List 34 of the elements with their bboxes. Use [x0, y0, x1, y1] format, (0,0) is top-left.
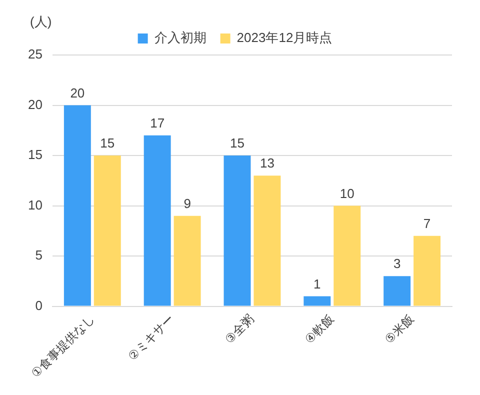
bar	[304, 296, 331, 306]
data-label: 17	[150, 115, 165, 130]
data-label: 10	[340, 186, 354, 201]
data-label: 7	[423, 216, 431, 232]
data-label: 15	[230, 136, 244, 151]
y-tick-label: 20	[28, 96, 42, 112]
x-tick-label: ⑤米飯	[382, 312, 417, 346]
bar	[334, 206, 361, 306]
data-label: 15	[100, 136, 115, 151]
x-tick-label: ④軟飯	[302, 312, 337, 346]
y-tick-label: 25	[28, 46, 42, 62]
y-axis-title: (人)	[30, 14, 52, 30]
y-tick-label: 5	[35, 248, 42, 263]
data-label: 1	[314, 276, 321, 292]
x-tick-label: ③全粥	[222, 312, 257, 346]
legend-label: 2023年12月時点	[236, 30, 332, 46]
y-tick-label: 10	[28, 197, 42, 212]
bar	[64, 105, 91, 306]
data-label: 20	[70, 85, 85, 100]
bar	[254, 176, 281, 306]
data-label: 9	[184, 196, 191, 211]
y-tick-label: 0	[35, 298, 42, 313]
legend-label: 介入初期	[154, 30, 206, 46]
x-tick-label: ②ミキサー	[125, 312, 177, 364]
bar	[384, 276, 411, 306]
bar	[94, 156, 121, 306]
bar	[174, 216, 201, 306]
x-tick-label: ①食事提供なし	[28, 312, 97, 380]
y-tick-label: 15	[28, 147, 42, 162]
bar	[144, 135, 171, 306]
bar	[224, 156, 251, 306]
data-label: 3	[393, 256, 401, 272]
bar	[414, 236, 441, 306]
data-label: 13	[260, 156, 274, 171]
